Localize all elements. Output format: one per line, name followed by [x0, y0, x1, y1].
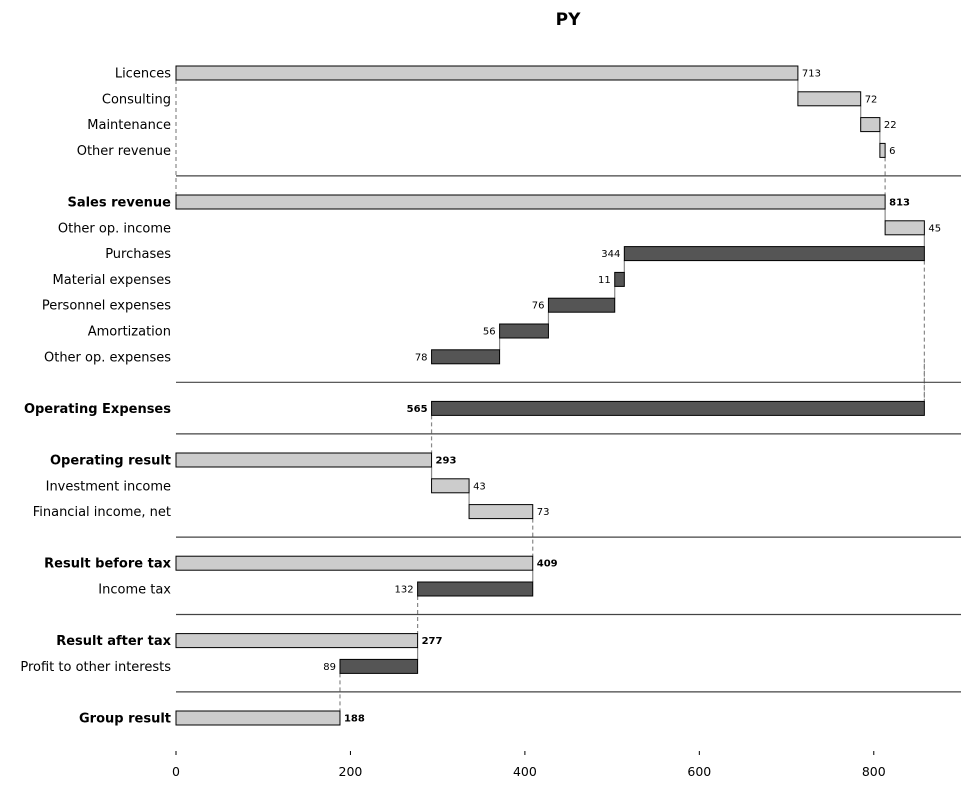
value-label: 813 — [889, 198, 910, 209]
value-label: 22 — [884, 120, 897, 131]
value-label: 6 — [889, 146, 895, 157]
bar-profit-to-other-interests — [339, 658, 419, 674]
row-label: Other op. income — [58, 221, 171, 236]
row-label: Operating result — [50, 454, 171, 469]
row-label: Amortization — [88, 325, 171, 340]
row-label: Group result — [79, 712, 171, 727]
x-tick-label: 400 — [513, 764, 537, 779]
bar-sales-revenue — [175, 194, 886, 210]
value-label: 293 — [436, 456, 457, 467]
x-axis: 0 200 400 600 800 — [172, 751, 886, 779]
row-label: Financial income, net — [33, 505, 171, 520]
bar-other-op-income — [884, 220, 925, 236]
value-label: 132 — [395, 585, 414, 596]
x-tick-label: 800 — [862, 764, 886, 779]
value-label: 45 — [928, 223, 941, 234]
bar-operating-result — [175, 452, 433, 468]
row-label: Income tax — [98, 583, 171, 598]
bar-income-tax — [417, 581, 534, 597]
value-label: 713 — [802, 69, 821, 80]
bar-maintenance — [860, 117, 881, 133]
bar-other-revenue — [879, 142, 886, 158]
value-label: 72 — [865, 94, 878, 105]
x-tick-label: 0 — [172, 764, 180, 779]
chart-title: PY — [556, 10, 581, 30]
row-label: Other revenue — [77, 144, 171, 159]
value-label: 78 — [415, 352, 428, 363]
bar-material-expenses — [614, 271, 625, 287]
bar-amortization — [499, 323, 549, 339]
value-label: 188 — [344, 714, 365, 725]
row-labels: Licences Consulting Maintenance Other reven… — [20, 67, 171, 727]
row-label: Profit to other interests — [20, 660, 171, 675]
bar-investment-income — [431, 478, 470, 494]
value-label: 89 — [323, 662, 336, 673]
value-label: 56 — [483, 327, 496, 338]
row-label: Result before tax — [44, 557, 171, 572]
bar-result-after-tax — [175, 633, 419, 649]
bar-group-result — [175, 710, 341, 726]
value-label: 409 — [537, 559, 558, 570]
section-separators — [176, 175, 961, 693]
value-label: 565 — [407, 404, 428, 415]
value-label: 76 — [532, 301, 545, 312]
row-label: Personnel expenses — [42, 299, 171, 314]
row-label: Licences — [115, 67, 171, 82]
value-label: 43 — [473, 481, 486, 492]
value-label: 11 — [598, 275, 611, 286]
bar-other-op-expenses — [431, 349, 501, 365]
row-label: Maintenance — [87, 118, 171, 133]
value-label: 277 — [422, 636, 443, 647]
connector-lines — [175, 80, 925, 711]
bar-group — [175, 65, 925, 726]
row-label: Purchases — [105, 247, 171, 262]
bar-consulting — [797, 91, 862, 107]
row-label: Operating Expenses — [24, 402, 171, 417]
bar-operating-expenses — [431, 400, 925, 416]
x-tick-label: 600 — [687, 764, 711, 779]
value-label: 344 — [601, 249, 620, 260]
row-label: Investment income — [46, 479, 171, 494]
row-label: Result after tax — [56, 634, 171, 649]
row-label: Other op. expenses — [44, 350, 171, 365]
bar-personnel-expenses — [547, 297, 616, 313]
bar-purchases — [623, 246, 925, 262]
bar-result-before-tax — [175, 555, 534, 571]
row-label: Material expenses — [53, 273, 172, 288]
value-labels: 713 72 22 6 813 45 344 11 76 56 78 565 293 43 73 409 132… — [323, 69, 941, 725]
row-label: Sales revenue — [67, 196, 171, 211]
x-tick-label: 200 — [339, 764, 363, 779]
bar-financial-income-net — [468, 504, 534, 520]
bar-licences — [175, 65, 799, 81]
row-label: Consulting — [102, 92, 171, 107]
value-label: 73 — [537, 507, 550, 518]
